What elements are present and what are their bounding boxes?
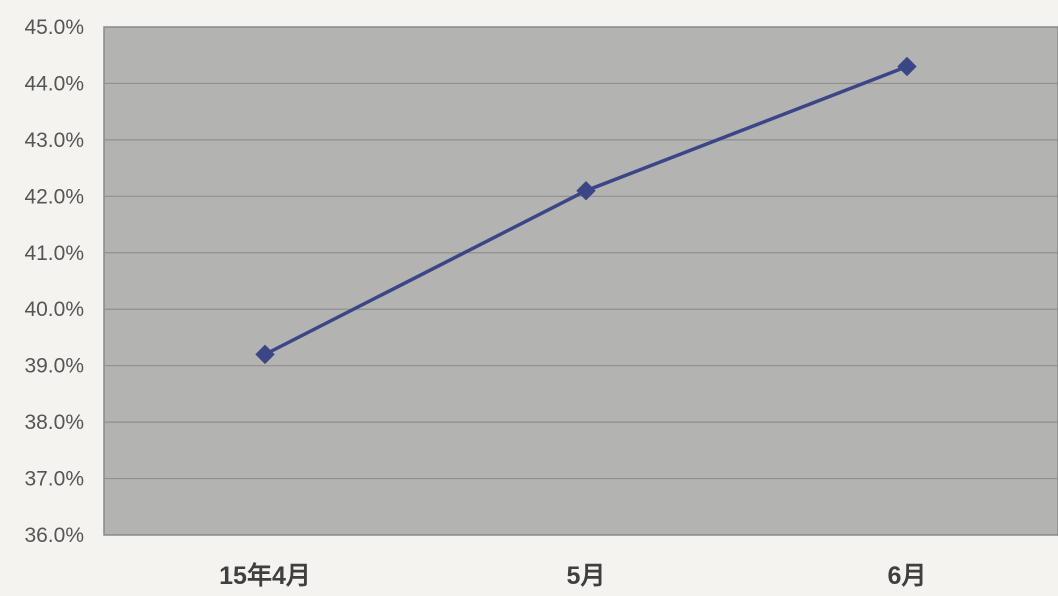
y-tick-label: 45.0%	[24, 16, 84, 39]
y-axis-tick-labels: 36.0% 37.0% 38.0% 39.0% 40.0% 41.0% 42.0% 43.0%…	[24, 16, 84, 547]
x-axis-tick-labels: 15年4月 5月 6月	[219, 561, 926, 590]
data-point-marker	[576, 180, 596, 201]
data-point-marker	[255, 344, 275, 365]
y-tick-label: 44.0%	[24, 72, 84, 95]
y-tick-label: 38.0%	[24, 411, 84, 434]
plot-area	[103, 26, 1058, 536]
y-tick-label: 40.0%	[24, 298, 84, 321]
data-point-marker	[897, 56, 917, 77]
y-tick-label: 36.0%	[24, 524, 84, 547]
x-tick-label: 5月	[567, 562, 606, 590]
y-tick-label: 41.0%	[24, 242, 84, 265]
gridlines	[104, 82, 1058, 480]
x-tick-label: 6月	[888, 562, 927, 590]
y-tick-label: 39.0%	[24, 355, 84, 378]
y-tick-label: 42.0%	[24, 185, 84, 208]
series-layer	[255, 56, 917, 365]
x-tick-label: 15年4月	[219, 561, 311, 590]
y-tick-label: 37.0%	[24, 468, 84, 491]
y-tick-label: 43.0%	[24, 129, 84, 152]
